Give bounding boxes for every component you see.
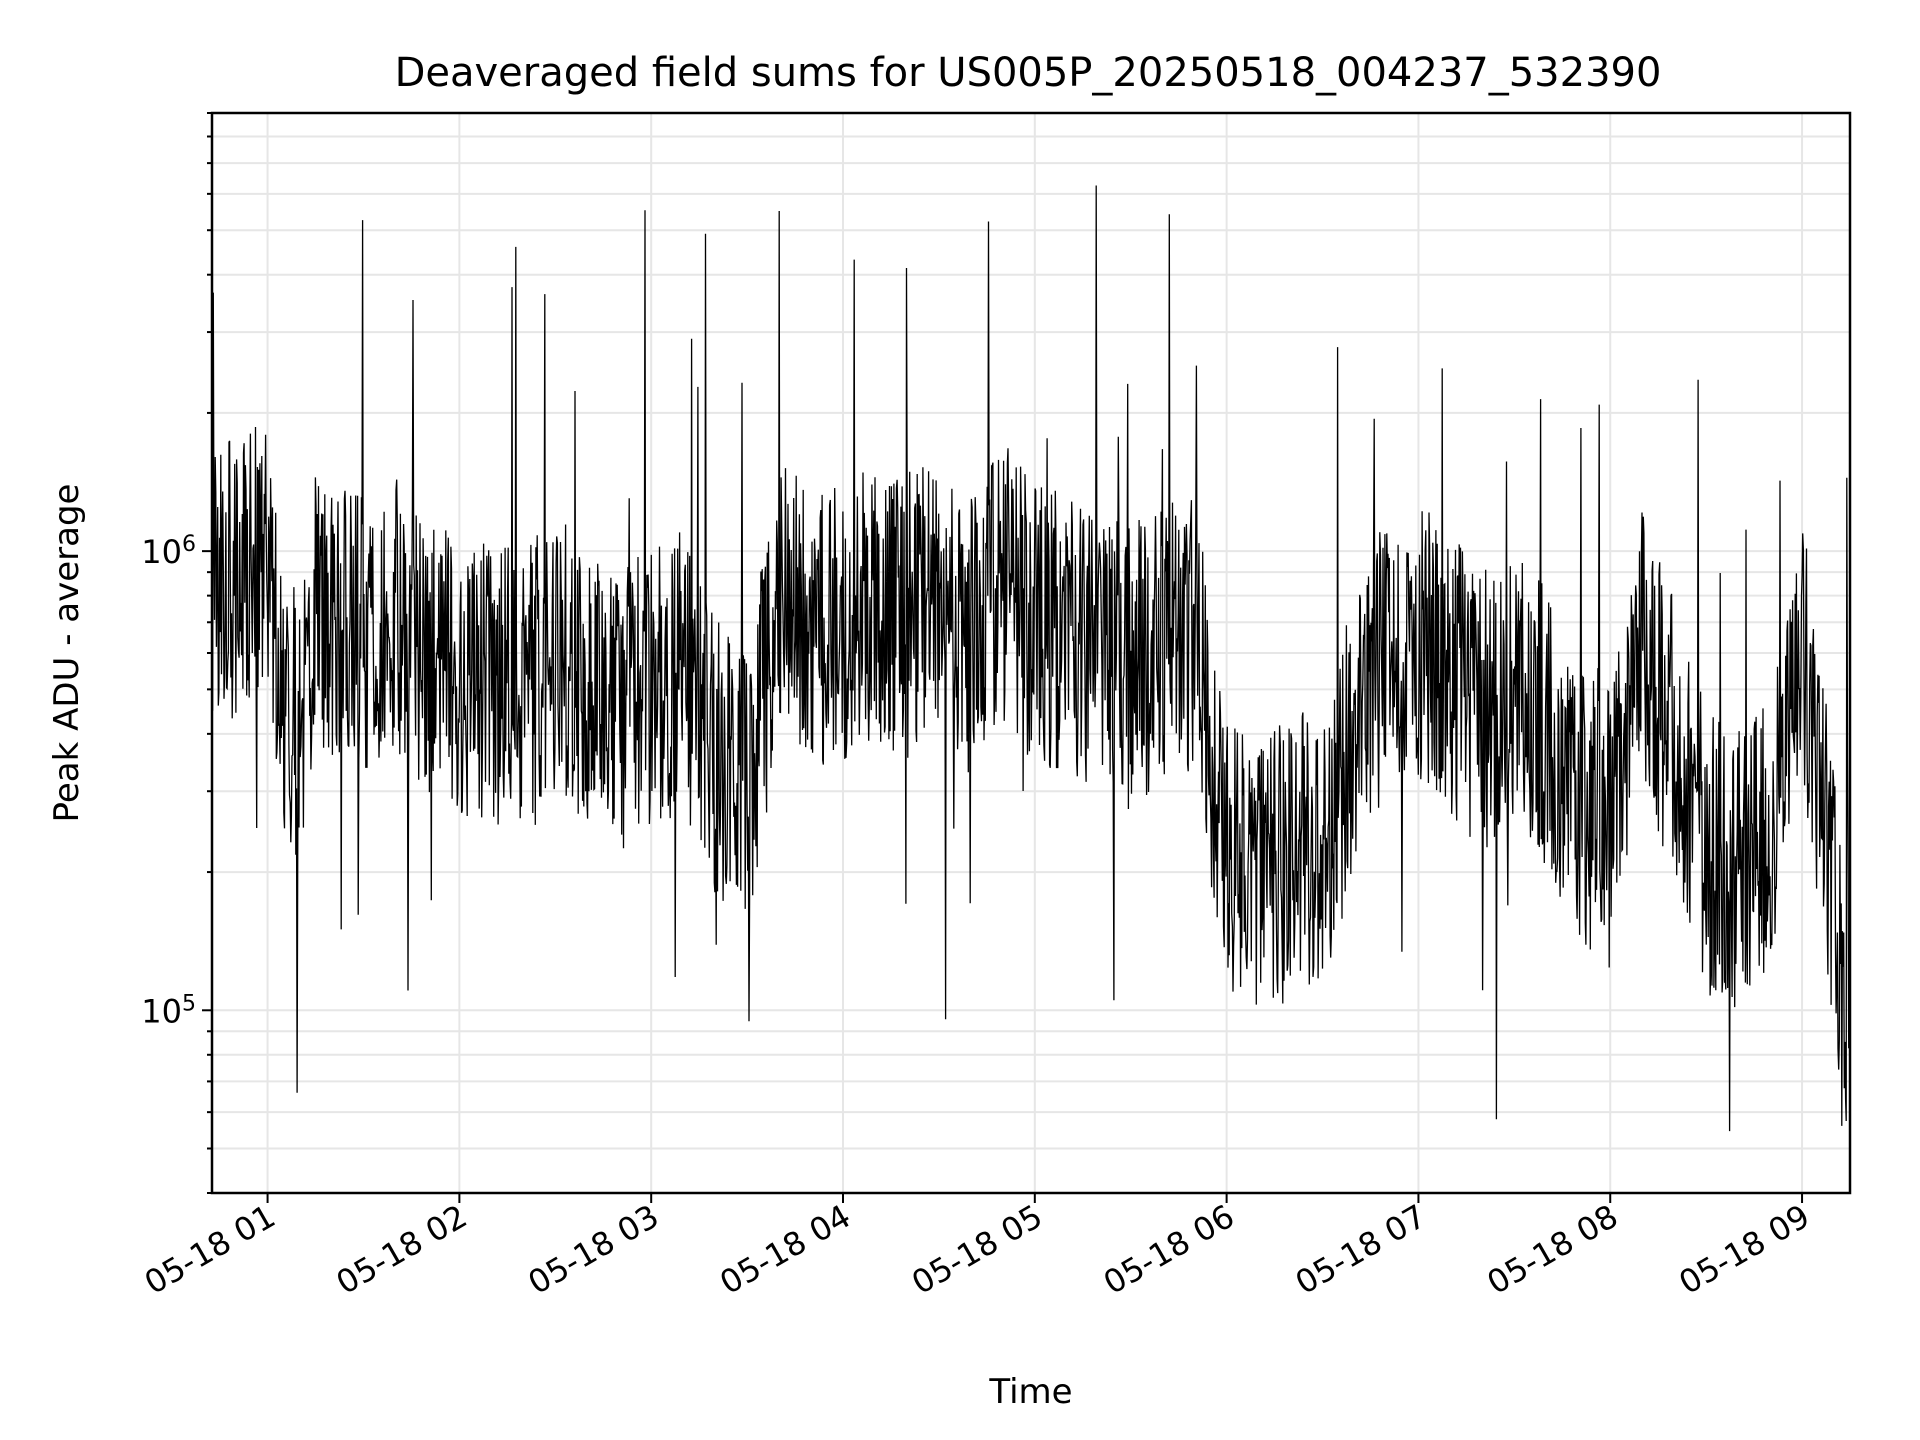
x-axis-label: Time [988,1372,1072,1412]
series-line [211,185,1851,1132]
chart-title: Deaveraged field sums for US005P_2025051… [395,50,1662,96]
series-layer [211,185,1851,1132]
y-tick-labels: 105 106 [141,532,196,1031]
y-tick-label: 106 [141,532,196,572]
axis-ticks [202,112,1804,1203]
y-axis-label: Peak ADU - average [47,484,87,823]
y-tick-label: 105 [141,991,196,1031]
